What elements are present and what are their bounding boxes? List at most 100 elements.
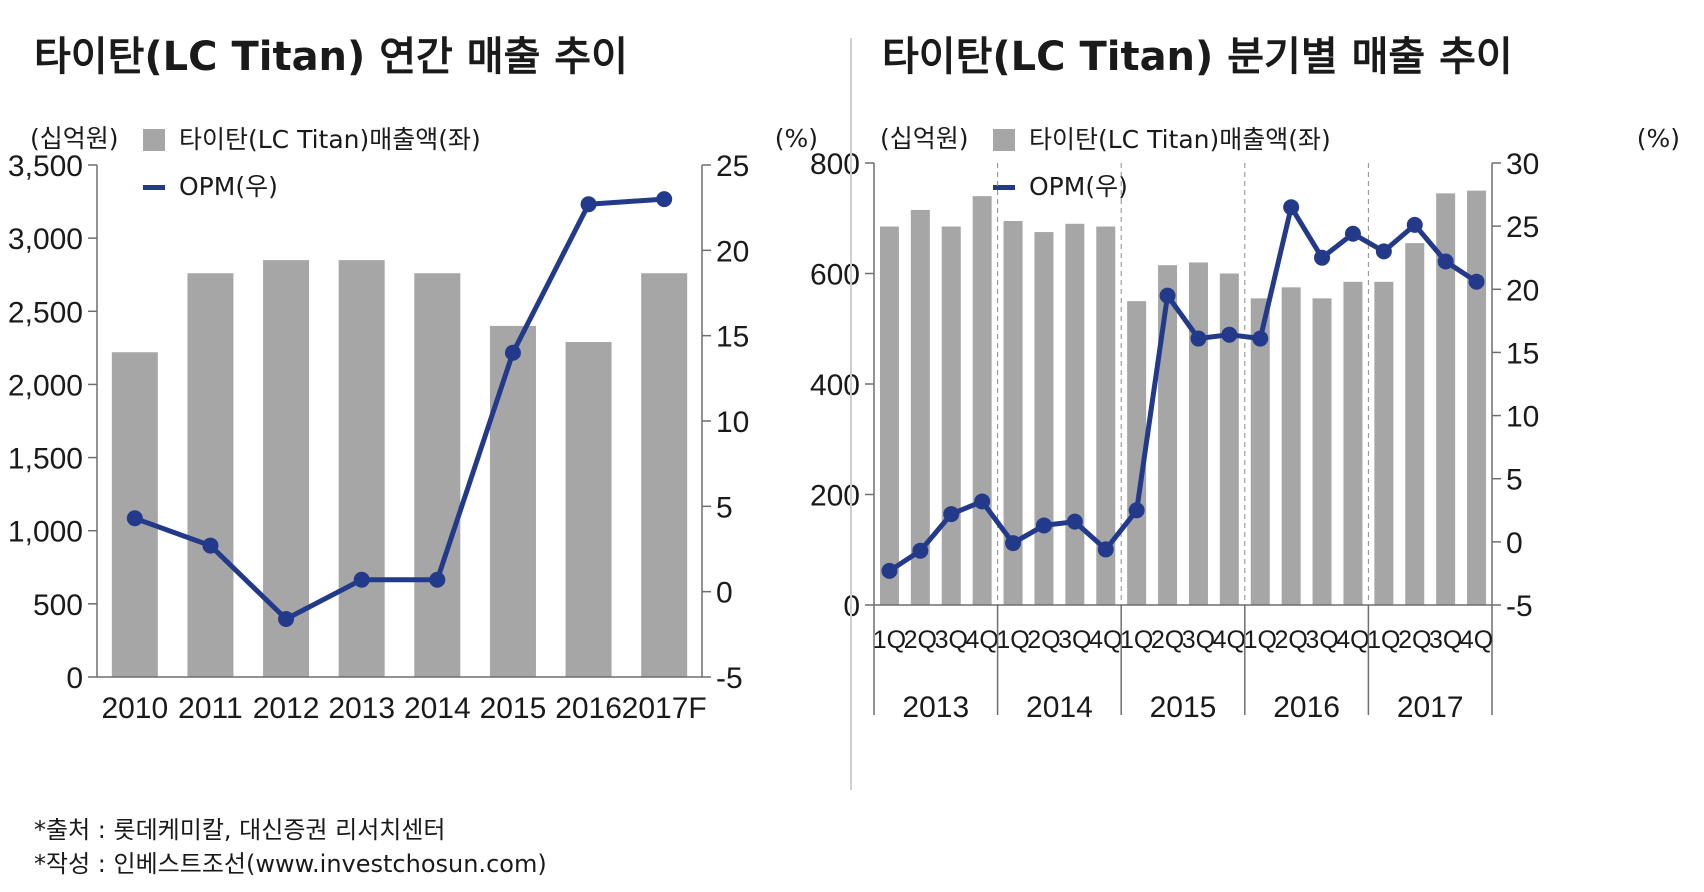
sales-bar <box>1188 262 1208 605</box>
right-tick-label: 15 <box>1506 337 1539 370</box>
right-tick-label: 20 <box>716 235 749 268</box>
right-tick-label: 0 <box>1506 527 1523 560</box>
sales-bar <box>1250 298 1270 605</box>
opm-point <box>1468 273 1485 290</box>
quarterly-right-unit: (%) <box>1637 124 1680 153</box>
right-tick-label: 10 <box>716 406 749 439</box>
opm-point <box>429 571 446 588</box>
x-category-label: 2012 <box>253 692 320 725</box>
annual-right-unit: (%) <box>775 124 818 153</box>
sales-bar <box>1127 301 1147 605</box>
left-tick-label: 2,000 <box>8 369 83 402</box>
left-tick-label: 600 <box>810 259 860 292</box>
author-note: *작성 : 인베스트조선(www.investchosun.com) <box>34 850 547 878</box>
opm-point <box>1437 253 1454 270</box>
sales-bar <box>1281 287 1301 605</box>
sales-bar <box>972 196 992 605</box>
x-category-label: 2011 <box>178 692 243 725</box>
x-category-label: 2013 <box>328 692 395 725</box>
opm-point <box>1314 249 1331 266</box>
annual-legend-bar-swatch <box>143 129 165 151</box>
right-tick-label: 25 <box>1506 211 1539 244</box>
year-label: 2013 <box>902 691 969 724</box>
left-tick-label: 0 <box>66 662 83 695</box>
right-tick-label: 15 <box>716 321 749 354</box>
annual-legend-line-label: OPM(우) <box>179 172 278 201</box>
left-tick-label: 800 <box>810 148 860 181</box>
x-category-label: 2015 <box>480 692 547 725</box>
opm-point <box>943 506 960 523</box>
opm-point <box>126 510 143 527</box>
left-tick-label: 2,500 <box>8 296 83 329</box>
x-category-label: 2Q <box>1151 626 1184 654</box>
x-category-label: 1Q <box>873 626 906 654</box>
opm-point <box>656 191 673 208</box>
quarterly-legend-line-swatch <box>993 185 1015 190</box>
x-category-label: 1Q <box>1244 626 1277 654</box>
annual-legend-bar-label: 타이탄(LC Titan)매출액(좌) <box>179 125 481 154</box>
x-category-label: 2Q <box>1398 626 1431 654</box>
left-tick-label: 200 <box>810 480 860 513</box>
left-tick-label: 500 <box>33 589 83 622</box>
x-category-label: 2014 <box>404 692 471 725</box>
opm-point <box>1035 517 1052 534</box>
right-tick-label: 0 <box>716 577 733 610</box>
sales-bar <box>1467 190 1487 605</box>
year-label: 2015 <box>1150 691 1217 724</box>
opm-point <box>202 537 219 554</box>
opm-point <box>580 196 597 213</box>
opm-point <box>504 344 521 361</box>
left-tick-label: 400 <box>810 369 860 402</box>
opm-point <box>278 610 295 627</box>
x-category-label: 4Q <box>1089 626 1122 654</box>
right-tick-label: 10 <box>1506 401 1539 434</box>
quarterly-legend-bar-label: 타이탄(LC Titan)매출액(좌) <box>1029 125 1331 154</box>
sales-bar <box>187 273 234 677</box>
opm-point <box>974 493 991 510</box>
sales-bar <box>941 226 961 605</box>
sales-bar <box>1034 232 1054 605</box>
left-tick-label: 3,000 <box>8 223 83 256</box>
x-category-label: 2017F <box>622 692 707 725</box>
annual-chart: 타이탄(LC Titan) 연간 매출 추이 (십억원) (%) 타이탄(LC … <box>8 34 818 725</box>
sales-bar <box>565 342 612 677</box>
sales-bar <box>1065 223 1085 605</box>
x-category-label: 3Q <box>1429 626 1462 654</box>
annual-legend-line-swatch <box>143 185 165 190</box>
x-category-label: 2016 <box>555 692 622 725</box>
opm-point <box>1375 243 1392 260</box>
quarterly-left-unit: (십억원) <box>880 124 969 153</box>
sales-bar <box>910 209 930 605</box>
x-category-label: 1Q <box>996 626 1029 654</box>
right-tick-label: 20 <box>1506 274 1539 307</box>
right-tick-label: 5 <box>716 491 733 524</box>
annual-chart-title: 타이탄(LC Titan) 연간 매출 추이 <box>34 34 628 80</box>
year-label: 2016 <box>1273 691 1340 724</box>
annual-left-unit: (십억원) <box>30 124 119 153</box>
left-tick-label: 3,500 <box>8 150 83 183</box>
sales-bar <box>1219 273 1239 605</box>
opm-point <box>881 562 898 579</box>
right-tick-label: -5 <box>716 662 743 695</box>
sales-bar <box>1003 221 1023 605</box>
opm-line <box>133 196 665 622</box>
quarterly-chart-title: 타이탄(LC Titan) 분기별 매출 추이 <box>882 34 1513 80</box>
quarterly-legend-bar-swatch <box>993 129 1015 151</box>
sales-bar <box>1096 226 1116 605</box>
opm-point <box>1406 216 1423 233</box>
source-note: *출처 : 롯데케미칼, 대신증권 리서치센터 <box>34 816 446 844</box>
x-category-label: 4Q <box>1336 626 1369 654</box>
x-category-label: 2Q <box>1274 626 1307 654</box>
quarterly-chart: 타이탄(LC Titan) 분기별 매출 추이 (십억원) (%) 타이탄(LC… <box>810 34 1680 724</box>
right-tick-label: 25 <box>716 150 749 183</box>
x-category-label: 2010 <box>101 692 168 725</box>
opm-point <box>1097 541 1114 558</box>
opm-point <box>1221 326 1238 343</box>
year-label: 2017 <box>1397 691 1464 724</box>
opm-point <box>1066 513 1083 530</box>
opm-point <box>353 571 370 588</box>
opm-point <box>1283 199 1300 216</box>
sales-bar <box>1436 193 1456 605</box>
opm-point <box>1190 330 1207 347</box>
sales-bar <box>1312 298 1332 605</box>
